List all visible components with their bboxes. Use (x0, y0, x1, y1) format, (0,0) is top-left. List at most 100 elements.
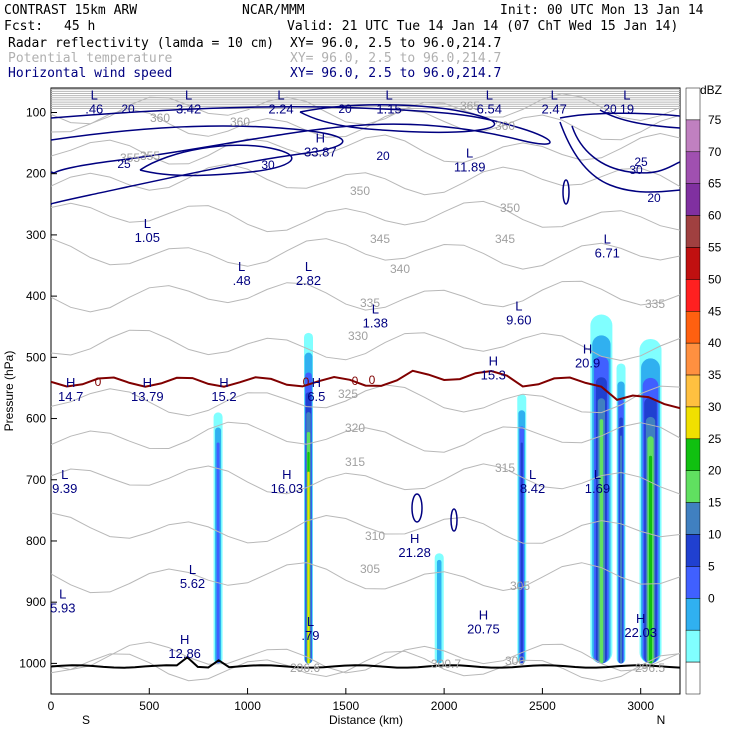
x-tick-label-4: 2000 (431, 699, 458, 713)
extremum-value-0: .46 (85, 101, 103, 116)
extremum-value-31: 12.86 (168, 646, 201, 661)
init-time: Init: 00 UTC Mon 13 Jan 14 (500, 3, 704, 18)
theta-label-21: 296.6 (290, 661, 320, 675)
colorbar-label-75: 75 (708, 113, 722, 127)
x-tick-label-3: 1500 (332, 699, 359, 713)
wind-label-5: 30 (261, 158, 275, 172)
field-reflectivity-xy: XY= 96.0, 2.5 to 96.0,214.7 (290, 36, 501, 51)
extremum-value-28: 20.75 (467, 622, 500, 637)
wind-label-3: 25 (117, 157, 131, 171)
extremum-type-26: L (189, 562, 196, 577)
extremum-value-30: .79 (301, 628, 319, 643)
extremum-value-18: 13.79 (131, 389, 164, 404)
colorbar-swatch-7 (685, 311, 701, 344)
wind-contour-3 (299, 104, 496, 134)
colorbar-label-40: 40 (708, 336, 722, 350)
extremum-value-7: 33.87 (304, 144, 337, 159)
extremum-value-21: 9.39 (52, 481, 77, 496)
extremum-value-14: 9.60 (506, 313, 531, 328)
colorbar-swatch-13 (685, 502, 701, 535)
colorbar-swatch-6 (685, 279, 701, 312)
extremum-value-22: 16.03 (271, 481, 304, 496)
theta-label-20: 300 (505, 654, 525, 668)
wind-label-6: 30 (629, 163, 643, 177)
y-tick-label-7: 800 (26, 534, 46, 548)
colorbar-swatch-2 (685, 151, 701, 184)
theta-label-13: 325 (338, 387, 358, 401)
reflectivity-cell-3-band-3 (520, 442, 523, 664)
extremum-value-15: 20.9 (575, 355, 600, 370)
theta-contour-315 (51, 463, 680, 495)
extremum-value-25: 21.28 (398, 545, 431, 560)
org-label: NCAR/MMM (242, 3, 305, 18)
colorbar-swatch-15 (685, 566, 701, 599)
x-tick-label-2: 1000 (234, 699, 261, 713)
field-theta-xy: XY= 96.0, 2.5 to 96.0,214.7 (290, 51, 501, 66)
extremum-type-15: H (583, 341, 592, 356)
theta-label-2: 360 (230, 115, 250, 129)
model-title: CONTRAST 15km ARW (4, 3, 137, 18)
extremum-type-5: L (551, 87, 558, 102)
extremum-value-11: 2.82 (296, 273, 321, 288)
wind-contour-closed-3 (562, 179, 570, 205)
plot-layers (51, 88, 680, 682)
theta-label-16: 315 (495, 461, 515, 475)
extremum-value-23: 8.42 (520, 481, 545, 496)
reflectivity-cell-2-band-1 (436, 559, 442, 664)
colorbar-label-35: 35 (708, 368, 722, 382)
extremum-type-18: H (143, 375, 152, 390)
wind-label-1: 20 (338, 102, 352, 116)
wind-contour-4 (559, 112, 680, 193)
theta-label-23: 296.5 (635, 661, 665, 675)
forecast-hours: 45 h (64, 19, 95, 34)
extremum-type-9: L (144, 216, 151, 231)
extremum-value-8: 11.89 (454, 160, 486, 175)
plot-content: 365 360 360 355 355 350 350 345 345 340 335 335 330 3… (50, 87, 680, 682)
y-tick-label-0: 100 (26, 105, 46, 119)
extremum-value-12: 6.71 (595, 245, 620, 260)
extremum-type-4: L (486, 87, 493, 102)
extremum-type-21: L (61, 467, 68, 482)
extremum-value-3: 1.15 (376, 101, 401, 116)
colorbar-swatch-0 (685, 87, 701, 121)
theta-contour-305 (51, 562, 680, 594)
theta-label-17: 310 (365, 529, 385, 543)
theta-contour-355 (51, 132, 680, 165)
extremum-value-27: 5.93 (50, 600, 75, 615)
x-tick-label-1: 500 (139, 699, 159, 713)
wind-contour-5 (571, 125, 680, 174)
forecast-label: Fcst: (4, 19, 43, 34)
extremum-type-1: L (185, 87, 192, 102)
wind-label-8: 20 (603, 102, 617, 116)
colorbar-swatch-4 (685, 215, 701, 248)
colorbar-label-45: 45 (708, 304, 722, 318)
extremum-value-2: 2.24 (268, 101, 293, 116)
extremum-value-5: 2.47 (542, 101, 567, 116)
wind-label-0: 20 (121, 102, 135, 116)
wind-label-2: 20 (376, 149, 390, 163)
colorbar-swatch-5 (685, 247, 701, 280)
zero-line-label-1: 0 (352, 374, 359, 388)
terrain-line (51, 655, 680, 669)
extremum-value-6: 19 (620, 101, 634, 116)
colorbar-swatch-9 (685, 374, 701, 408)
wind-contour-0 (51, 105, 551, 174)
extremum-type-2: L (277, 87, 284, 102)
theta-label-18: 305 (360, 562, 380, 576)
theta-label-12: 330 (348, 329, 368, 343)
colorbar-swatch-11 (685, 438, 701, 471)
reflectivity-cell-0-band-2 (216, 442, 220, 664)
theta-label-8: 345 (495, 232, 515, 246)
theta-label-9: 340 (390, 262, 410, 276)
colorbar-label-30: 30 (708, 400, 722, 414)
reflectivity-cell-6-band-6 (648, 455, 653, 664)
y-tick-label-3: 400 (26, 289, 46, 303)
theta-label-22: 300.7 (431, 657, 461, 671)
colorbar-swatch-14 (685, 534, 701, 567)
theta-label-10: 335 (360, 296, 380, 310)
colorbar-label-65: 65 (708, 177, 722, 191)
extremum-type-16: H (489, 354, 498, 369)
y-tick-label-2: 300 (26, 228, 46, 242)
extremum-value-24: 1.69 (585, 481, 610, 496)
